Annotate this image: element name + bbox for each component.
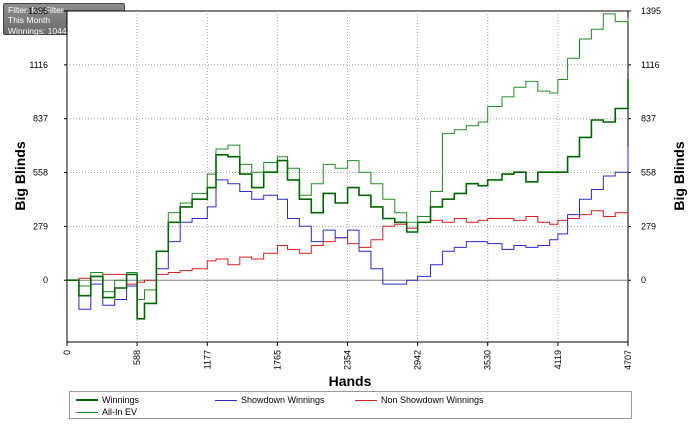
chart-legend: Winnings Showdown Winnings Non Showdown Wi… bbox=[69, 391, 632, 419]
y-tick-label-right: 558 bbox=[641, 168, 656, 178]
y-tick-label-right: 1116 bbox=[641, 60, 660, 70]
y-tick-label-left: 1395 bbox=[28, 6, 48, 16]
y-tick-label-left: 1116 bbox=[29, 60, 48, 70]
series-lines bbox=[67, 13, 629, 320]
legend-item-winnings: Winnings bbox=[76, 395, 139, 405]
y-tick-label-right: 279 bbox=[641, 221, 656, 231]
axis-ticks: 0 588 1177 1765 2354 2942 3530 4119 4707 0 0 279 279… bbox=[28, 6, 661, 370]
legend-swatch bbox=[355, 399, 377, 401]
y-tick-label-left: 279 bbox=[33, 221, 48, 231]
y-tick-label-left: 0 bbox=[43, 275, 48, 285]
y-axis-title-left: Big Blinds bbox=[12, 141, 28, 210]
legend-item-showdown-winnings: Showdown Winnings bbox=[215, 395, 325, 405]
x-tick-label: 4707 bbox=[623, 350, 633, 370]
legend-swatch bbox=[215, 399, 237, 401]
legend-swatch bbox=[76, 399, 98, 401]
legend-label: Showdown Winnings bbox=[241, 395, 325, 405]
x-tick-label: 2354 bbox=[343, 350, 353, 370]
legend-label: Non Showdown Winnings bbox=[381, 395, 484, 405]
y-tick-label-right: 0 bbox=[641, 275, 646, 285]
series-line-non-showdown-winnings bbox=[67, 210, 628, 285]
legend-label: Winnings bbox=[102, 395, 140, 405]
x-tick-label: 3530 bbox=[483, 350, 493, 370]
x-axis-title: Hands bbox=[329, 373, 372, 389]
legend-item-non-showdown-winnings: Non Showdown Winnings bbox=[355, 395, 484, 405]
x-tick-label: 4119 bbox=[553, 350, 563, 369]
x-tick-label: 2942 bbox=[413, 350, 423, 370]
y-tick-label-right: 1395 bbox=[641, 6, 661, 16]
x-tick-label: 1765 bbox=[272, 350, 282, 370]
x-tick-label: 1177 bbox=[202, 350, 212, 369]
y-axis-title-right: Big Blinds bbox=[671, 141, 687, 210]
y-tick-label-left: 837 bbox=[33, 114, 48, 124]
period-text: This Month bbox=[8, 15, 51, 26]
x-tick-label: 0 bbox=[62, 350, 72, 355]
legend-item-all-in-ev: All-In EV bbox=[76, 407, 137, 417]
winnings-text: Winnings: 1044.1 Big Blinds bbox=[8, 25, 114, 36]
y-tick-label-left: 558 bbox=[33, 168, 48, 178]
filter-text: Filter: No Filter bbox=[8, 5, 64, 15]
legend-label: All-In EV bbox=[102, 407, 138, 417]
series-line-winnings bbox=[67, 78, 629, 320]
y-tick-label-right: 837 bbox=[641, 114, 656, 124]
legend-swatch bbox=[76, 411, 98, 413]
x-tick-label: 588 bbox=[132, 350, 142, 365]
